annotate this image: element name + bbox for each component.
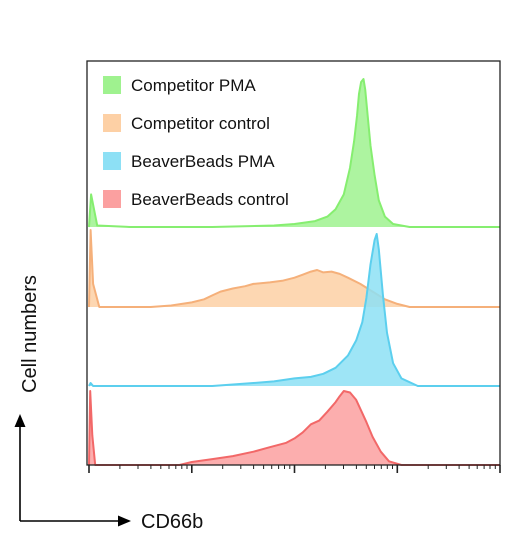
x-axis-title: CD66b: [141, 511, 203, 533]
legend-swatch-4: [103, 190, 121, 208]
histogram-area-2: [89, 230, 500, 307]
histogram-ridges: [88, 78, 500, 466]
legend-label-3: BeaverBeads PMA: [131, 152, 275, 171]
histogram-line-1: [88, 78, 500, 228]
legend-swatch-3: [103, 152, 121, 170]
legend: Competitor PMA Competitor control BeaverBe…: [103, 76, 289, 209]
legend-label-4: BeaverBeads control: [131, 190, 289, 209]
histogram-line-4: [88, 390, 500, 466]
histogram-area-3: [89, 234, 500, 386]
legend-swatch-2: [103, 114, 121, 132]
y-axis-title: Cell numbers: [19, 275, 41, 393]
legend-label-1: Competitor PMA: [131, 76, 256, 95]
x-axis-arrow: [20, 515, 131, 527]
x-axis-ticks: [88, 465, 501, 473]
legend-label-2: Competitor control: [131, 114, 270, 133]
plot-frame: [86, 60, 501, 466]
histogram-line-3: [88, 233, 500, 387]
histogram-line-2: [88, 229, 500, 308]
histogram-area-4: [89, 391, 500, 465]
legend-swatch-1: [103, 76, 121, 94]
y-axis-arrow: [14, 414, 26, 521]
